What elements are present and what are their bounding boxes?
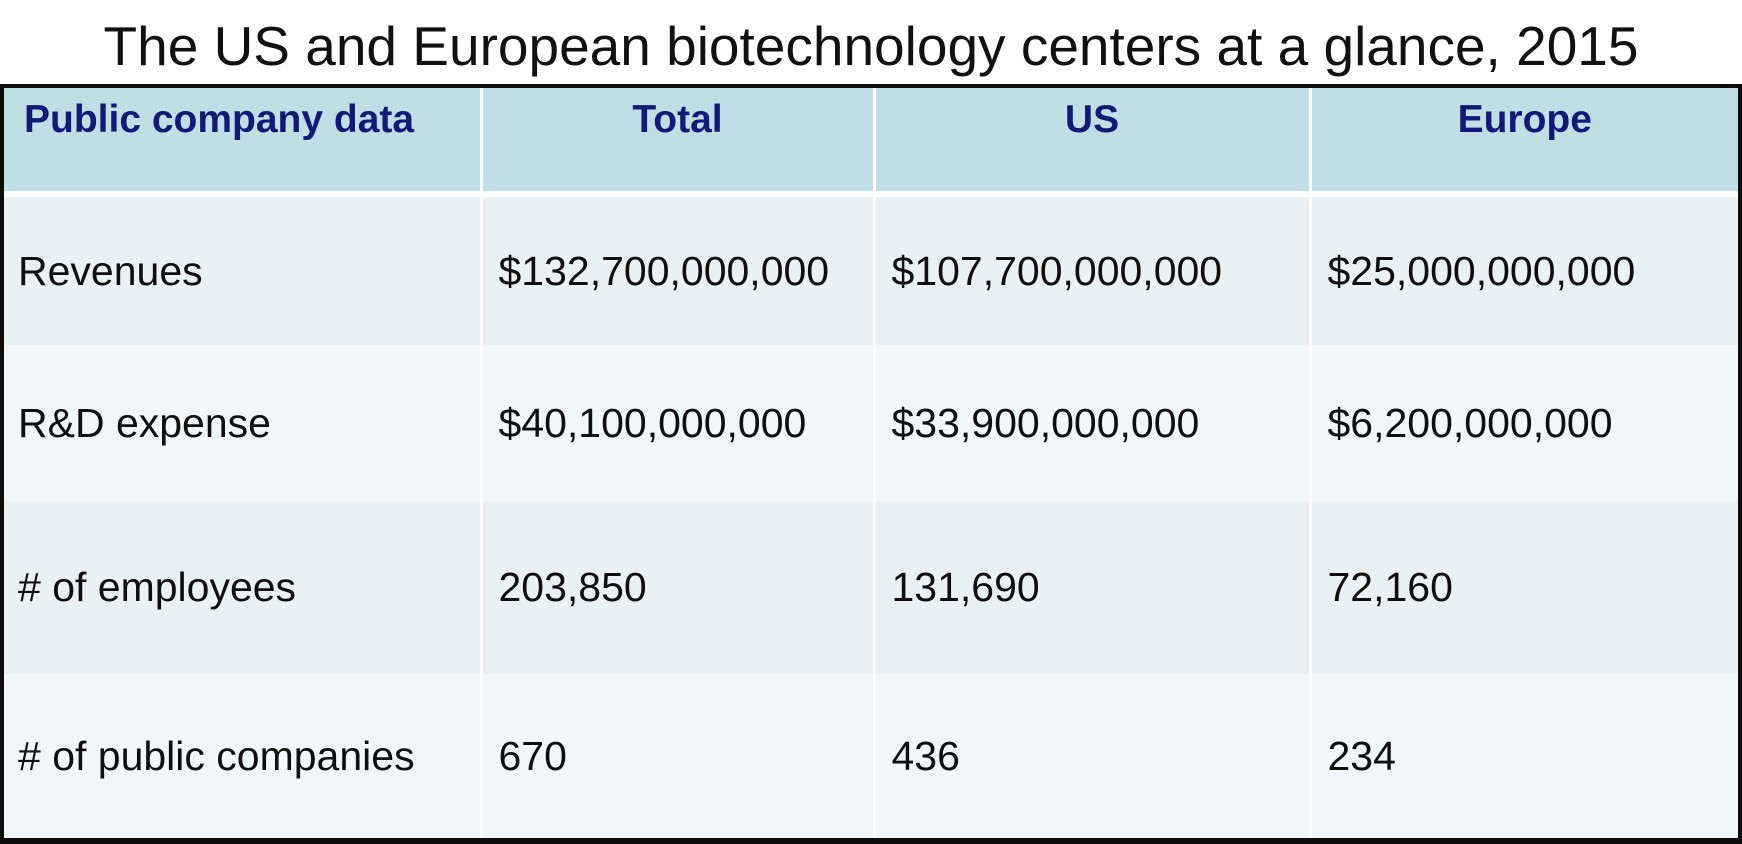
cell-revenues-us: $107,700,000,000 xyxy=(872,194,1312,346)
column-header-us: US xyxy=(872,88,1312,197)
cell-public-companies-us: 436 xyxy=(872,674,1312,838)
page-title: The US and European biotechnology center… xyxy=(103,15,1639,77)
cell-employees-us: 131,690 xyxy=(872,500,1312,675)
cell-employees-europe: 72,160 xyxy=(1308,500,1738,675)
table-header-row: Public company data Total US Europe xyxy=(4,88,1738,197)
row-label-public-companies: # of public companies xyxy=(4,674,483,838)
cell-revenues-total: $132,700,000,000 xyxy=(479,194,876,346)
column-header-public-company-data: Public company data xyxy=(4,88,483,197)
data-table-frame: Public company data Total US Europe Reve… xyxy=(0,84,1742,844)
cell-rd-expense-us: $33,900,000,000 xyxy=(872,345,1312,501)
table-row: # of employees 203,850 131,690 72,160 xyxy=(4,500,1738,675)
table-row: # of public companies 670 436 234 xyxy=(4,674,1738,838)
cell-employees-total: 203,850 xyxy=(479,500,876,675)
column-header-total: Total xyxy=(479,88,876,197)
column-header-europe: Europe xyxy=(1308,88,1738,197)
cell-rd-expense-total: $40,100,000,000 xyxy=(479,345,876,501)
data-table: Public company data Total US Europe Reve… xyxy=(4,88,1738,838)
cell-public-companies-total: 670 xyxy=(479,674,876,838)
row-label-rd-expense: R&D expense xyxy=(4,345,483,501)
cell-public-companies-europe: 234 xyxy=(1308,674,1738,838)
cell-rd-expense-europe: $6,200,000,000 xyxy=(1308,345,1738,501)
row-label-revenues: Revenues xyxy=(4,194,483,346)
table-row: Revenues $132,700,000,000 $107,700,000,0… xyxy=(4,194,1738,346)
table-row: R&D expense $40,100,000,000 $33,900,000,… xyxy=(4,345,1738,501)
cell-revenues-europe: $25,000,000,000 xyxy=(1308,194,1738,346)
row-label-employees: # of employees xyxy=(4,500,483,675)
